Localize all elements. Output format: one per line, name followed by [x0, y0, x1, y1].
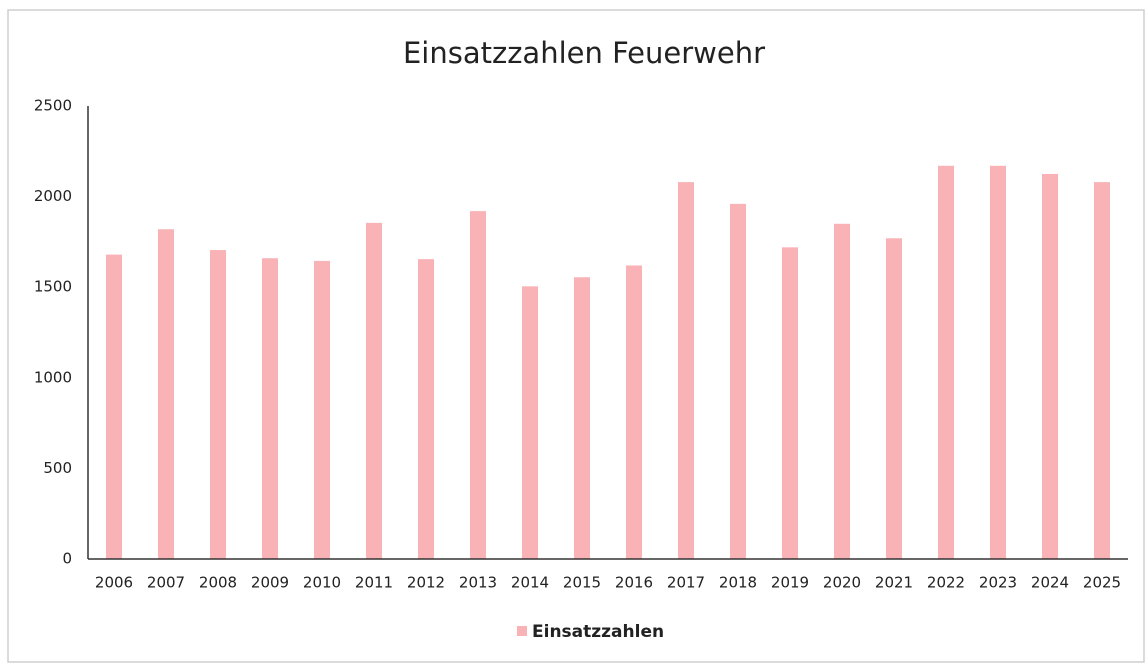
bar — [834, 223, 850, 559]
bar — [626, 265, 642, 559]
bar — [990, 165, 1006, 559]
y-tick-label: 2000 — [34, 187, 72, 205]
bar — [418, 259, 434, 559]
bar — [886, 238, 902, 559]
bar — [1042, 173, 1058, 559]
y-tick-label: 1500 — [34, 278, 72, 296]
x-tick-label: 2012 — [407, 574, 445, 592]
bar — [522, 286, 538, 559]
x-tick-label: 2015 — [563, 574, 601, 592]
legend-label: Einsatzzahlen — [532, 622, 664, 642]
bar — [262, 258, 278, 559]
x-tick-label: 2023 — [979, 574, 1017, 592]
x-tick-label: 2017 — [667, 574, 705, 592]
x-tick-label: 2018 — [719, 574, 757, 592]
x-tick-label: 2007 — [147, 574, 185, 592]
x-tick-label: 2011 — [355, 574, 393, 592]
y-tick-label: 0 — [62, 550, 72, 568]
x-tick-label: 2006 — [95, 574, 133, 592]
y-tick-label: 500 — [43, 459, 72, 477]
bar — [1094, 182, 1110, 559]
bar — [366, 222, 382, 559]
x-tick-label: 2021 — [875, 574, 913, 592]
x-tick-label: 2013 — [459, 574, 497, 592]
y-tick-label: 2500 — [34, 97, 72, 115]
bar — [210, 250, 226, 559]
bar — [678, 182, 694, 559]
x-tick-label: 2016 — [615, 574, 653, 592]
bar — [470, 211, 486, 559]
bar — [106, 254, 122, 560]
x-tick-label: 2020 — [823, 574, 861, 592]
bar — [782, 247, 798, 559]
legend-swatch — [517, 626, 527, 636]
x-tick-label: 2009 — [251, 574, 289, 592]
y-tick-label: 1000 — [34, 368, 72, 386]
bar — [938, 165, 954, 559]
bar — [574, 277, 590, 559]
x-tick-label: 2024 — [1031, 574, 1069, 592]
x-tick-label: 2014 — [511, 574, 549, 592]
x-tick-label: 2010 — [303, 574, 341, 592]
bar — [314, 260, 330, 559]
x-tick-label: 2019 — [771, 574, 809, 592]
x-tick-label: 2025 — [1083, 574, 1121, 592]
x-tick-label: 2022 — [927, 574, 965, 592]
bar — [158, 229, 174, 559]
x-tick-label: 2008 — [199, 574, 237, 592]
chart-title: Einsatzzahlen Feuerwehr — [403, 36, 765, 70]
bar — [730, 203, 746, 559]
